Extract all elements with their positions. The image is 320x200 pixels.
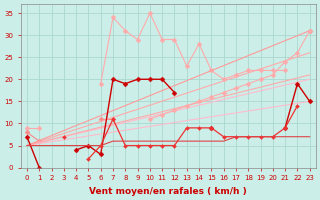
X-axis label: Vent moyen/en rafales ( km/h ): Vent moyen/en rafales ( km/h ) xyxy=(90,187,247,196)
